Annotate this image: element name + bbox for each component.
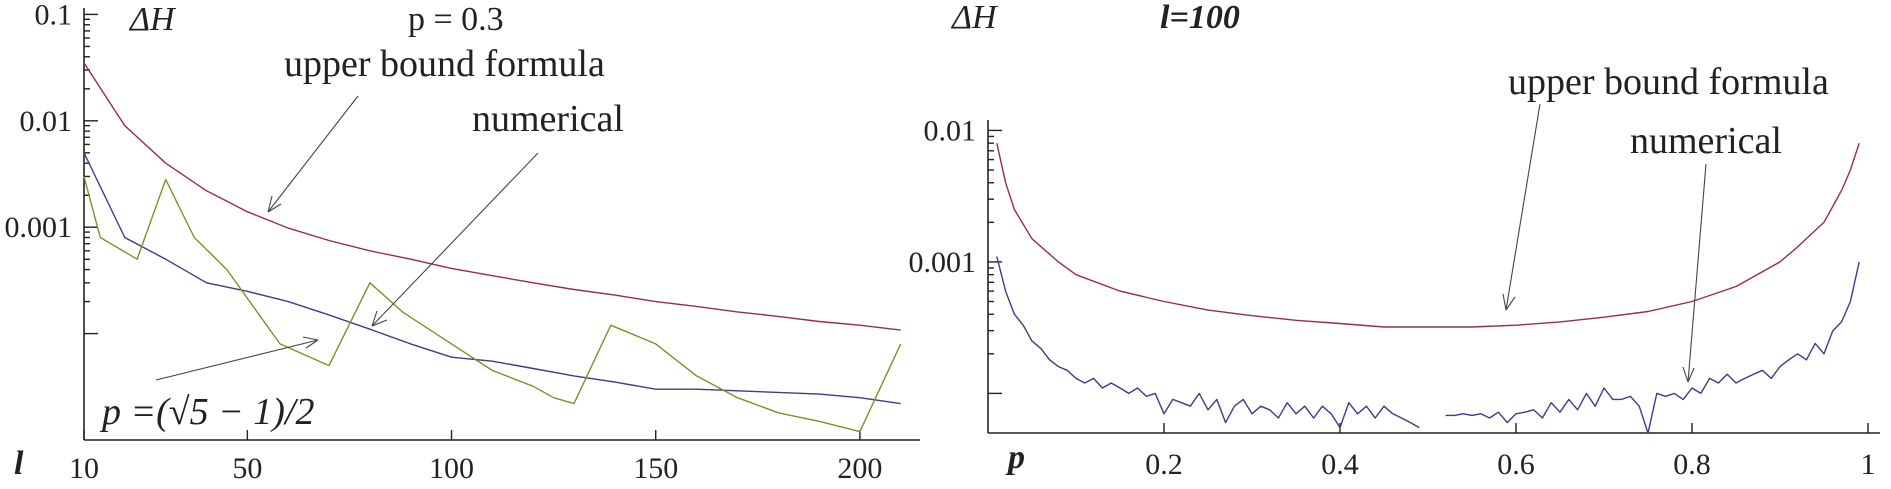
right-series-upper-bound bbox=[996, 142, 1860, 328]
left-x-tick-label: 150 bbox=[633, 452, 678, 485]
left-y-tick-label: 0.1 bbox=[35, 0, 73, 31]
right-y-tick-label: 0.01 bbox=[924, 114, 977, 147]
right-x-tick-label: 1 bbox=[1861, 448, 1876, 481]
right-y-ticks: 0.01 0.001 bbox=[909, 114, 1002, 395]
left-arrow-upper-bound bbox=[267, 95, 359, 213]
right-x-tick-label: 0.6 bbox=[1497, 448, 1535, 481]
left-x-tick-label: 200 bbox=[837, 452, 882, 485]
right-x-tick-label: 0.4 bbox=[1321, 448, 1359, 481]
left-title-text: p = 0.3 bbox=[408, 1, 504, 38]
right-x-axis-label: p bbox=[1005, 439, 1025, 476]
right-x-tick-label: 0.8 bbox=[1673, 448, 1711, 481]
right-chart-title: l=100 bbox=[1160, 0, 1240, 36]
right-y-axis-label: ΔH bbox=[950, 0, 999, 36]
right-series-numerical bbox=[996, 256, 1860, 434]
left-y-axis-label: ΔH bbox=[128, 1, 177, 38]
right-annotation-upper-bound: upper bound formula bbox=[1508, 61, 1829, 103]
left-chart-title: p = 0.3 bbox=[408, 1, 504, 38]
left-arrow-numerical bbox=[371, 152, 539, 327]
left-x-tick-label: 50 bbox=[232, 452, 262, 485]
left-arrow-golden-head bbox=[302, 336, 319, 349]
left-series-lines bbox=[83, 62, 902, 433]
left-y-ticks: 0.1 0.01 0.001 bbox=[5, 0, 98, 335]
right-arrow-upper-bound-head bbox=[1502, 293, 1516, 311]
left-series-golden bbox=[83, 176, 902, 433]
left-arrow-numerical-head bbox=[371, 310, 388, 327]
left-annotation-numerical: numerical bbox=[472, 98, 624, 140]
right-chart-panel: 0.01 0.001 0.2 0.4 0.6 0.8 1 ΔH p l=100 upper… bbox=[909, 0, 1880, 481]
right-x-ticks: 0.2 0.4 0.6 0.8 1 bbox=[1145, 423, 1876, 481]
left-series-upper-bound bbox=[83, 62, 901, 331]
left-chart-panel: 0.10.010.001 10 50 100 150 200 ΔH l p = 0.3 … bbox=[5, 0, 920, 485]
right-annotation-numerical: numerical bbox=[1630, 120, 1782, 162]
right-arrow-upper-bound bbox=[1505, 103, 1541, 311]
left-arrow-upper-bound-head bbox=[267, 195, 282, 213]
right-arrow-numerical bbox=[1687, 163, 1707, 383]
left-x-tick-label: 100 bbox=[429, 452, 474, 485]
left-arrow-golden bbox=[155, 339, 319, 381]
right-series-lines bbox=[996, 142, 1860, 434]
left-y-tick-label: 0.01 bbox=[20, 105, 73, 138]
right-y-tick-label: 0.001 bbox=[909, 246, 977, 279]
left-series-numerical bbox=[83, 152, 901, 405]
right-x-tick-label: 0.2 bbox=[1145, 448, 1183, 481]
left-x-axis-label: l bbox=[14, 445, 24, 482]
left-y-tick-label: 0.001 bbox=[5, 211, 73, 244]
left-annotation-golden-ratio: p =(√5 − 1)/2 bbox=[99, 391, 315, 433]
right-arrow-numerical-head bbox=[1682, 366, 1695, 383]
left-annotation-upper-bound: upper bound formula bbox=[284, 43, 605, 85]
left-x-tick-label: 10 bbox=[69, 452, 99, 485]
left-x-ticks: 10 50 100 150 200 bbox=[69, 430, 882, 485]
